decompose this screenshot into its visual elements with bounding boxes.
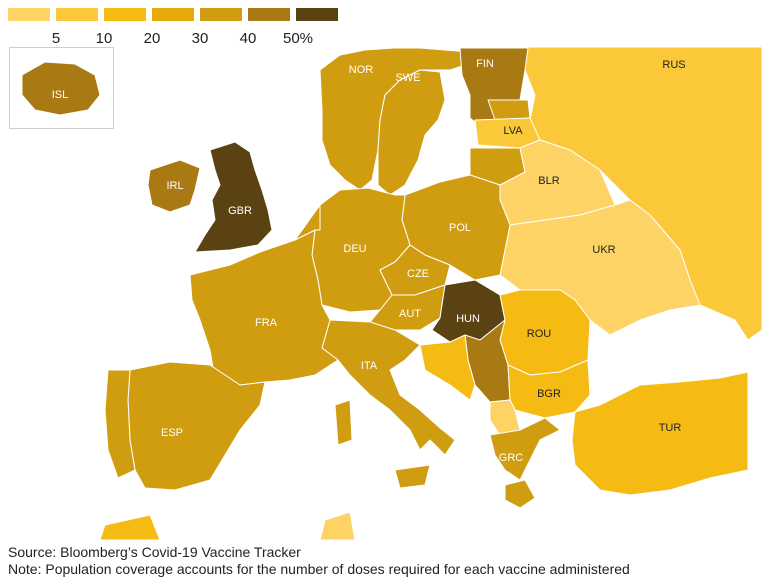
country-PRT[interactable] — [104, 369, 136, 479]
europe-map: ISL NOR SWE FIN RUS LVA BLR IRL GBR DEU … — [21, 46, 762, 540]
legend-swatch-4 — [200, 8, 242, 21]
label-ISL: ISL — [52, 89, 69, 101]
legend-swatch-6 — [296, 8, 338, 21]
legend-label-5: 5 — [51, 30, 61, 47]
label-CZE: CZE — [407, 268, 429, 280]
label-DEU: DEU — [343, 243, 366, 255]
country-ISL[interactable] — [21, 61, 101, 116]
country-ITA-sardinia[interactable] — [334, 399, 353, 446]
country-EST[interactable] — [487, 99, 531, 121]
country-GRC[interactable] — [489, 417, 561, 481]
country-DZA[interactable] — [99, 514, 161, 540]
label-SWE: SWE — [395, 72, 420, 84]
country-TUR[interactable] — [571, 371, 749, 496]
country-TUN[interactable] — [319, 511, 356, 540]
legend-label-10: 10 — [95, 30, 113, 47]
label-IRL: IRL — [166, 180, 183, 192]
label-POL: POL — [449, 222, 471, 234]
label-NOR: NOR — [349, 64, 374, 76]
label-UKR: UKR — [592, 244, 615, 256]
country-ITA[interactable] — [321, 319, 456, 456]
legend-swatch-3 — [152, 8, 194, 21]
legend-swatch-5 — [248, 8, 290, 21]
source-note: Source: Bloomberg’s Covid-19 Vaccine Tra… — [8, 544, 301, 560]
country-GRC-south[interactable] — [504, 479, 536, 509]
legend-swatch-2 — [104, 8, 146, 21]
label-ROU: ROU — [527, 328, 552, 340]
legend-swatch-1 — [56, 8, 98, 21]
label-GBR: GBR — [228, 205, 252, 217]
label-RUS: RUS — [662, 59, 685, 71]
country-GBR[interactable] — [194, 141, 273, 253]
legend-label-50: 50% — [282, 30, 314, 47]
footer: Source: Bloomberg’s Covid-19 Vaccine Tra… — [8, 544, 630, 578]
label-ITA: ITA — [361, 360, 378, 372]
legend-swatch-0 — [8, 8, 50, 21]
country-HRV[interactable] — [419, 334, 476, 401]
label-LVA: LVA — [503, 125, 523, 137]
legend-label-40: 40 — [239, 30, 257, 47]
country-BEL[interactable] — [294, 204, 321, 241]
country-ITA-sicily[interactable] — [394, 464, 431, 489]
legend: 5 10 20 30 40 50% — [8, 8, 348, 48]
label-BLR: BLR — [538, 175, 559, 187]
label-FIN: FIN — [476, 58, 494, 70]
label-TUR: TUR — [659, 422, 682, 434]
legend-label-30: 30 — [191, 30, 209, 47]
population-note: Note: Population coverage accounts for t… — [8, 561, 630, 577]
label-BGR: BGR — [537, 388, 561, 400]
label-GRC: GRC — [499, 452, 524, 464]
country-SWE[interactable] — [377, 69, 446, 196]
legend-label-20: 20 — [143, 30, 161, 47]
label-AUT: AUT — [399, 308, 421, 320]
label-HUN: HUN — [456, 313, 480, 325]
label-ESP: ESP — [161, 427, 183, 439]
label-FRA: FRA — [255, 317, 278, 329]
country-IRL[interactable] — [147, 159, 201, 213]
